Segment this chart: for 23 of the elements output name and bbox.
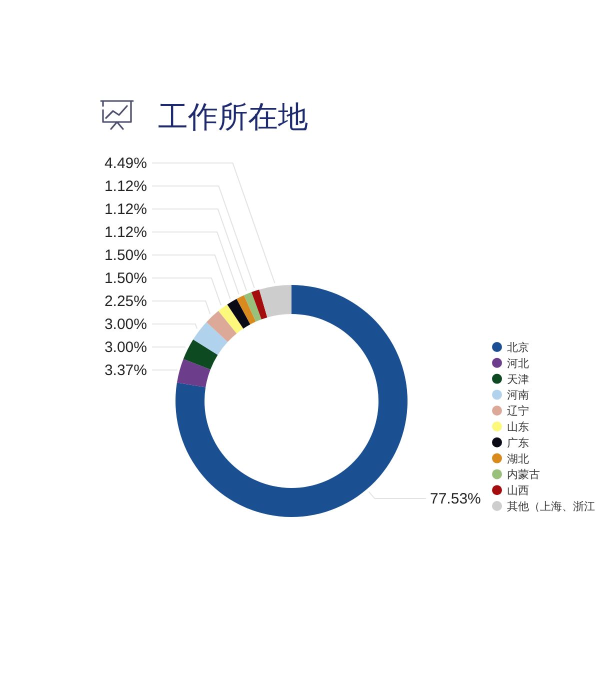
legend-label: 湖北 <box>507 452 529 466</box>
data-label: 1.12% <box>104 178 147 195</box>
legend-label: 北京 <box>507 341 529 354</box>
data-label: 77.53% <box>430 490 481 508</box>
chart-title: 工作所在地 <box>158 101 308 134</box>
legend-label: 广东 <box>507 436 529 450</box>
data-label: 2.25% <box>104 293 147 310</box>
data-label: 1.12% <box>104 224 147 241</box>
data-label: 3.00% <box>104 339 147 356</box>
legend-label: 山东 <box>507 420 529 434</box>
legend-label: 内蒙古 <box>507 468 540 482</box>
legend-label: 辽宁 <box>507 404 529 418</box>
data-label: 3.37% <box>104 362 147 379</box>
data-label: 1.50% <box>104 270 147 287</box>
data-label: 1.12% <box>104 201 147 218</box>
legend-label: 河南 <box>507 388 529 402</box>
data-label: 4.49% <box>104 155 147 172</box>
legend-label: 天津 <box>507 372 529 386</box>
legend-label: 其他（上海、浙江 <box>507 500 595 513</box>
legend-label: 河北 <box>507 356 529 370</box>
data-label: 1.50% <box>104 247 147 264</box>
data-label: 3.00% <box>104 316 147 333</box>
legend-label: 山西 <box>507 484 529 498</box>
